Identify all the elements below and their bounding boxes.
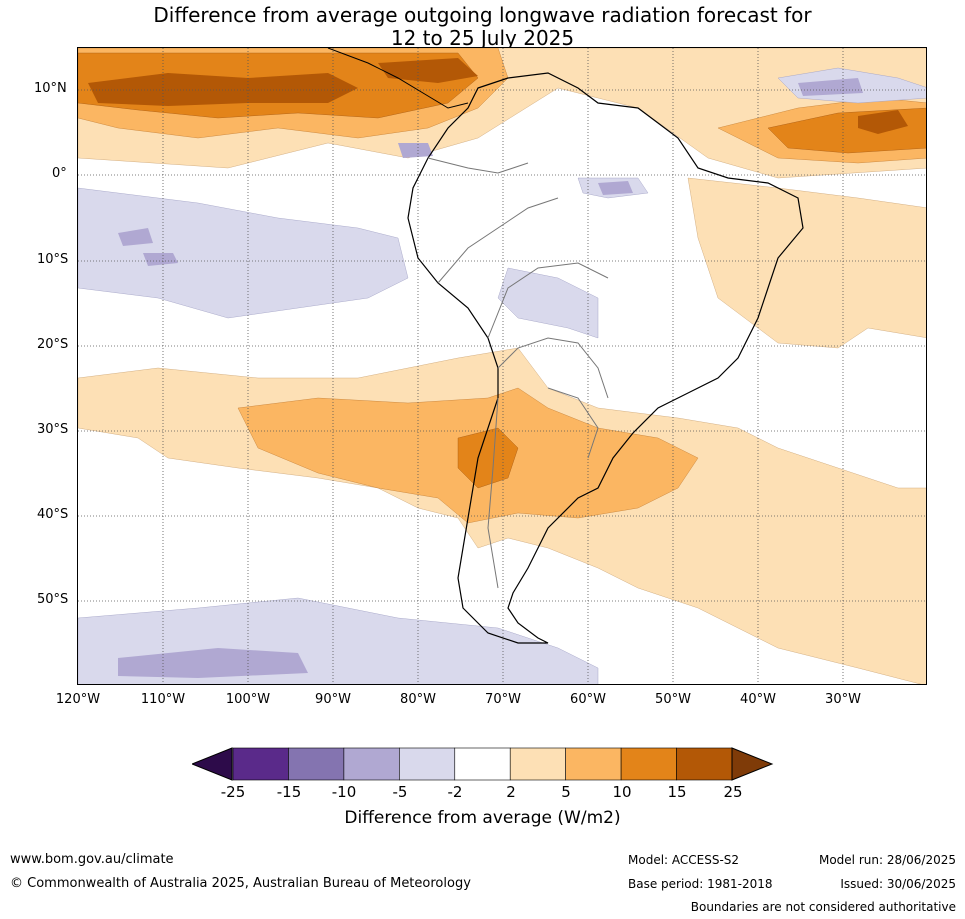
lat-label-10n: 10°N	[34, 81, 67, 96]
colorbar-segment-c_m2_2	[454, 747, 511, 781]
colorbar-segment-c_m10_m5	[343, 747, 400, 781]
graticule	[78, 48, 926, 684]
colorbar-segment-c_10_15	[620, 747, 677, 781]
map-title: Difference from average outgoing longwav…	[0, 4, 965, 50]
colorbar-tick: 2	[506, 783, 516, 801]
colorbar-segment-c_2_5	[509, 747, 566, 781]
copyright-text: © Commonwealth of Australia 2025, Austra…	[10, 876, 471, 891]
model-run: Model run: 28/06/2025	[818, 853, 956, 867]
issued-date: Issued: 30/06/2025	[840, 877, 956, 891]
colorbar-tick: 15	[667, 783, 687, 801]
colorbar-segment-c_m25_m15	[232, 747, 289, 781]
central-america-coastline	[327, 48, 469, 109]
anomaly-neg10-neg5-regions	[118, 78, 863, 678]
forecast-map	[77, 47, 927, 685]
colorbar	[192, 747, 774, 781]
boundaries-disclaimer: Boundaries are not considered authoritat…	[690, 900, 956, 914]
colorbar-tick: -25	[220, 783, 246, 801]
title-line-2: 12 to 25 July 2025	[390, 26, 575, 50]
anomaly-15-25-regions	[88, 58, 908, 134]
lon-label-70w: 70°W	[485, 692, 521, 707]
country-borders	[427, 157, 609, 589]
lon-label-80w: 80°W	[400, 692, 436, 707]
lon-label-60w: 60°W	[570, 692, 606, 707]
lat-label-20s: 20°S	[37, 337, 69, 352]
colorbar-tick: 5	[561, 783, 571, 801]
colorbar-segment-c_m5_m2	[399, 747, 456, 781]
south-america-coastline	[407, 72, 804, 644]
lon-label-110w: 110°W	[140, 692, 186, 707]
colorbar-extend-high	[731, 747, 774, 781]
colorbar-tick: -10	[331, 783, 357, 801]
website-link[interactable]: www.bom.gov.au/climate	[10, 852, 174, 867]
colorbar-segment-c_5_10	[565, 747, 622, 781]
colorbar-segment-c_m15_m10	[288, 747, 345, 781]
lon-label-120w: 120°W	[55, 692, 101, 707]
lat-label-10s: 10°S	[37, 252, 69, 267]
lon-label-50w: 50°W	[655, 692, 691, 707]
colorbar-tick: -15	[276, 783, 302, 801]
lon-label-30w: 30°W	[825, 692, 861, 707]
colorbar-segment-c_15_25	[676, 747, 733, 781]
base-period: Base period: 1981-2018	[628, 877, 773, 891]
colorbar-tick: -2	[447, 783, 463, 801]
colorbar-tick: 25	[723, 783, 743, 801]
colorbar-tick: -5	[392, 783, 408, 801]
lat-label-40s: 40°S	[37, 507, 69, 522]
colorbar-extend-low	[192, 747, 233, 781]
lon-label-100w: 100°W	[225, 692, 271, 707]
title-line-1: Difference from average outgoing longwav…	[153, 3, 812, 27]
map-svg	[78, 48, 926, 684]
lat-label-0: 0°	[52, 166, 67, 181]
colorbar-tick: 10	[612, 783, 632, 801]
lon-label-40w: 40°W	[740, 692, 776, 707]
model-name: Model: ACCESS-S2	[628, 853, 740, 867]
lon-label-90w: 90°W	[315, 692, 351, 707]
lat-label-50s: 50°S	[37, 592, 69, 607]
colorbar-title: Difference from average (W/m2)	[344, 808, 621, 828]
lat-label-30s: 30°S	[37, 422, 69, 437]
colorbar-segments	[232, 747, 733, 781]
